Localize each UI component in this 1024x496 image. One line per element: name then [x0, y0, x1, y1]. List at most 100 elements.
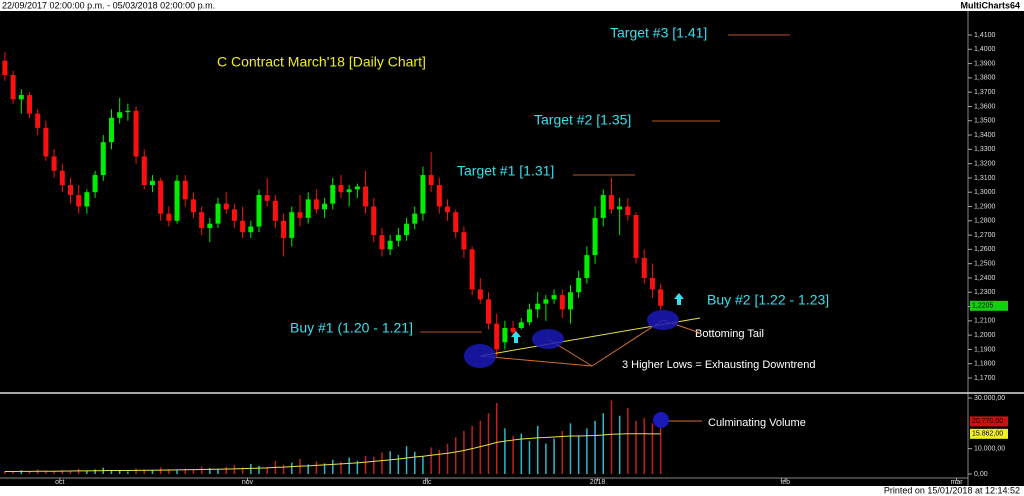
candle-body: [453, 212, 459, 233]
annotation: Target #1 [1.31]: [457, 163, 554, 179]
volume-label: 20.770,00: [972, 418, 1003, 425]
annotation: Bottoming Tail: [695, 328, 764, 340]
highlight: [647, 310, 679, 330]
candle-body: [633, 215, 639, 258]
candle-body: [190, 199, 196, 213]
candle-body: [649, 277, 655, 290]
candle-body: [10, 75, 16, 100]
candle-body: [133, 110, 139, 157]
y-tick-label: 1,2700: [974, 232, 996, 239]
candle-body: [231, 209, 237, 221]
footer-bar: [0, 486, 1024, 496]
candle-body: [248, 226, 254, 233]
candle-body: [518, 322, 524, 328]
x-tick-label: oct: [55, 479, 64, 486]
candle-body: [526, 309, 532, 323]
y-tick-label: 1,1800: [974, 361, 996, 368]
candle-body: [641, 257, 647, 278]
candle-body: [658, 289, 664, 306]
volume-average: [4, 433, 661, 472]
average-label-box: [970, 428, 1008, 439]
candle-body: [215, 203, 221, 224]
candle-body: [625, 206, 631, 216]
y-tick-label: 1,3700: [974, 89, 996, 96]
y-tick-label: 1,2300: [974, 289, 996, 296]
candle-body: [420, 175, 426, 214]
candle-body: [125, 110, 131, 113]
candle-body: [535, 303, 541, 310]
candle-body: [289, 212, 295, 238]
pointer: [479, 355, 593, 367]
candle-body: [617, 206, 623, 210]
buy-arrow: [511, 331, 521, 343]
highlight: [464, 344, 496, 368]
candle-body: [395, 235, 401, 241]
candle-body: [412, 213, 418, 224]
candle-body: [322, 203, 328, 210]
candle-body: [272, 200, 278, 221]
candle-body: [363, 186, 369, 207]
annotation: Buy #1 (1.20 - 1.21]: [290, 320, 413, 336]
candle-body: [477, 289, 483, 300]
candle-body: [567, 292, 573, 310]
annotation: Culminating Volume: [708, 417, 806, 429]
y-tick-label: 1,3200: [974, 160, 996, 167]
candle-body: [494, 323, 500, 350]
y-tick-label: 1,1700: [974, 375, 996, 382]
y-tick-label: 1,2600: [974, 246, 996, 253]
candle-body: [166, 213, 172, 221]
candle-body: [436, 185, 442, 207]
volume-label-box: [970, 416, 1008, 427]
candle-body: [35, 113, 41, 128]
candle-body: [199, 212, 205, 228]
volume-tick-label: 10.000,00: [974, 446, 1005, 453]
candle-body: [576, 277, 582, 293]
candle-body: [469, 249, 475, 290]
candle-body: [2, 60, 8, 76]
candle-body: [559, 295, 565, 310]
price-label: 1,2205: [972, 303, 994, 310]
candle-body: [100, 142, 106, 176]
y-tick-label: 1,3800: [974, 75, 996, 82]
y-tick-label: 1,3600: [974, 103, 996, 110]
candle-body: [92, 175, 98, 193]
chart-title: C Contract March'18 [Daily Chart]: [217, 54, 426, 70]
candle-body: [354, 186, 360, 190]
y-tick-label: 1,2500: [974, 261, 996, 268]
y-tick-label: 1,2400: [974, 275, 996, 282]
highlight: [532, 329, 564, 349]
y-tick-label: 1,4100: [974, 32, 996, 39]
annotation: Target #2 [1.35]: [534, 112, 631, 128]
x-tick-label: dic: [423, 479, 432, 486]
y-tick-label: 1,2100: [974, 318, 996, 325]
candle-body: [67, 185, 73, 196]
footer: Printed on 15/01/2018 at 12:14:52: [884, 485, 1020, 495]
candle-body: [182, 180, 188, 200]
candle-body: [486, 299, 492, 324]
y-tick-label: 1,3500: [974, 118, 996, 125]
candle-body: [305, 199, 311, 218]
header-bar: [0, 0, 1024, 11]
y-tick-label: 1,3900: [974, 60, 996, 67]
candle-body: [18, 95, 24, 100]
y-tick-label: 1,3400: [974, 132, 996, 139]
y-tick-label: 1,3300: [974, 146, 996, 153]
annotation: Target #3 [1.41]: [610, 25, 707, 41]
candle-body: [502, 327, 508, 343]
y-tick-label: 1,1900: [974, 346, 996, 353]
volume-tick-label: 0,00: [974, 471, 988, 478]
x-tick-label: feb: [780, 479, 790, 486]
candle-body: [387, 240, 393, 250]
y-tick-label: 1,2900: [974, 203, 996, 210]
candle-body: [117, 112, 123, 118]
candle-body: [608, 195, 614, 210]
candle-body: [43, 127, 49, 157]
candle-body: [371, 206, 377, 236]
candle-body: [51, 156, 57, 171]
price-label-box: [970, 300, 1008, 311]
candle-body: [551, 295, 557, 300]
date-range: 22/09/2017 02:00:00 p.m. - 05/03/2018 02…: [2, 0, 215, 10]
candle-body: [584, 255, 590, 278]
candle-body: [313, 199, 319, 210]
